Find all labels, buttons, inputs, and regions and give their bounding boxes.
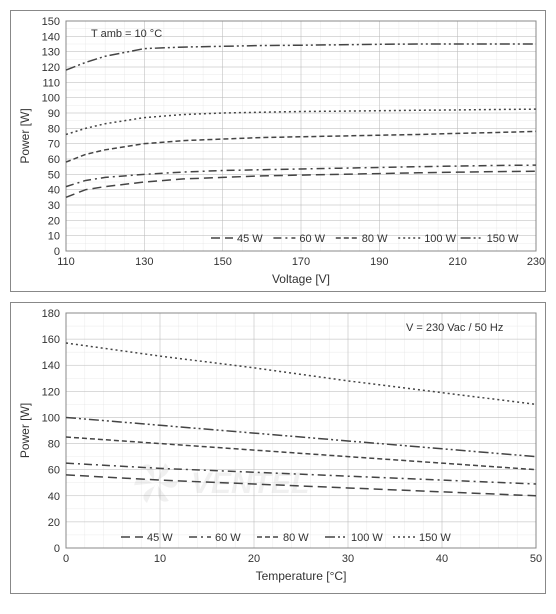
x-tick-label: 30	[342, 553, 354, 565]
legend-label: 100 W	[351, 532, 383, 544]
y-tick-label: 110	[42, 77, 60, 89]
y-axis-label: Power [W]	[18, 403, 32, 458]
x-tick-label: 230	[527, 256, 545, 268]
series-80-W	[66, 437, 536, 470]
legend-label: 60 W	[215, 532, 241, 544]
chart-container: 110 130 150 170 190 210 230 0 10 20 30 40 50 60 70 80 90…	[10, 10, 546, 594]
x-tick-label: 130	[135, 256, 153, 268]
y-tick-label: 140	[42, 360, 60, 372]
y-tick-label: 40	[48, 491, 60, 503]
y-tick-label: 120	[42, 386, 60, 398]
y-tick-label: 10	[48, 231, 60, 243]
legend-label: 45 W	[147, 532, 173, 544]
x-axis-label: Temperature [°C]	[256, 569, 347, 583]
legend-label: 150 W	[419, 532, 451, 544]
x-tick-label: 50	[530, 553, 542, 565]
y-tick-label: 0	[54, 543, 60, 555]
y-tick-label: 30	[48, 200, 60, 212]
x-tick-label: 20	[248, 553, 260, 565]
x-tick-label: 190	[370, 256, 388, 268]
series-45-W	[66, 475, 536, 496]
y-tick-label: 90	[48, 108, 60, 120]
x-tick-label: 0	[63, 553, 69, 565]
x-axis-label: Voltage [V]	[272, 272, 330, 286]
y-tick-label: 40	[48, 185, 60, 197]
chart-annotation: T amb = 10 °C	[91, 28, 162, 40]
legend-label: 60 W	[299, 233, 325, 245]
y-tick-label: 60	[48, 465, 60, 477]
chart-temperature-power: 01020304050020406080100120140160180VENTE…	[10, 302, 546, 594]
y-tick-label: 160	[42, 334, 60, 346]
y-tick-label: 20	[48, 215, 60, 227]
y-tick-label: 130	[42, 47, 60, 59]
y-tick-label: 100	[42, 93, 60, 105]
y-tick-label: 50	[48, 169, 60, 181]
y-tick-label: 80	[48, 123, 60, 135]
y-tick-label: 70	[48, 139, 60, 151]
y-axis-label: Power [W]	[18, 108, 32, 163]
legend-label: 150 W	[487, 233, 519, 245]
y-tick-label: 0	[54, 246, 60, 258]
x-tick-label: 40	[436, 553, 448, 565]
legend-label: 80 W	[362, 233, 388, 245]
x-tick-label: 170	[292, 256, 310, 268]
x-tick-label: 150	[213, 256, 231, 268]
series-60-W	[66, 463, 536, 484]
y-tick-label: 140	[42, 31, 60, 43]
y-tick-label: 180	[42, 308, 60, 320]
series-100-W	[66, 417, 536, 456]
y-tick-label: 150	[42, 16, 60, 28]
x-tick-label: 210	[448, 256, 466, 268]
y-tick-label: 20	[48, 517, 60, 529]
y-tick-label: 100	[42, 412, 60, 424]
x-tick-label: 10	[154, 553, 166, 565]
chart-annotation: V = 230 Vac / 50 Hz	[406, 322, 503, 334]
legend-label: 100 W	[424, 233, 456, 245]
y-tick-label: 60	[48, 154, 60, 166]
legend-label: 45 W	[237, 233, 263, 245]
legend-label: 80 W	[283, 532, 309, 544]
chart-voltage-power: 110 130 150 170 190 210 230 0 10 20 30 40 50 60 70 80 90…	[10, 10, 546, 292]
y-tick-label: 120	[42, 62, 60, 74]
y-tick-label: 80	[48, 439, 60, 451]
